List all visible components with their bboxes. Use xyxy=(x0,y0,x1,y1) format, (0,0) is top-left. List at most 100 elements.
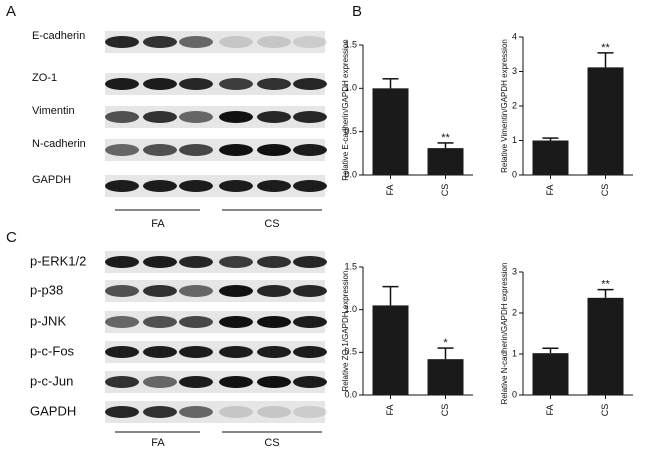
blot-band xyxy=(179,406,213,418)
x-tick-label: FA xyxy=(545,404,555,415)
protein-label: N-cadherin xyxy=(32,138,86,150)
blot-band xyxy=(293,346,327,358)
blot-band xyxy=(219,144,253,156)
blot-band xyxy=(257,346,291,358)
group-label: FA xyxy=(151,218,165,230)
blot-band xyxy=(219,111,253,123)
blot-band xyxy=(143,406,177,418)
blot-band xyxy=(293,180,327,192)
blot-band xyxy=(293,144,327,156)
blot-band xyxy=(293,111,327,123)
blot-band xyxy=(293,285,327,297)
group-label: CS xyxy=(264,218,279,230)
y-tick-label: 0 xyxy=(512,169,517,179)
blot-band xyxy=(179,256,213,268)
blot-band xyxy=(105,346,139,358)
y-tick-label: 1.5 xyxy=(344,39,357,49)
blot-band xyxy=(257,36,291,48)
blot-band xyxy=(179,144,213,156)
blot-band xyxy=(143,256,177,268)
group-label: FA xyxy=(151,437,165,449)
protein-label: GAPDH xyxy=(30,403,76,418)
y-tick-label: 0 xyxy=(512,389,517,399)
protein-label: ZO-1 xyxy=(32,72,57,84)
y-tick-label: 3 xyxy=(512,266,517,276)
x-tick-label: CS xyxy=(440,404,450,417)
blot-band xyxy=(219,406,253,418)
bar xyxy=(372,88,409,175)
significance-label: ** xyxy=(601,279,610,291)
blot-band xyxy=(143,144,177,156)
y-tick-label: 0.0 xyxy=(344,169,357,179)
blot-band xyxy=(257,316,291,328)
blot-band xyxy=(219,78,253,90)
bar xyxy=(587,67,624,175)
significance-label: ** xyxy=(441,132,450,144)
blot-band xyxy=(143,180,177,192)
blot-band xyxy=(257,285,291,297)
blot-band xyxy=(143,36,177,48)
blot-band xyxy=(105,78,139,90)
y-tick-label: 0.0 xyxy=(344,389,357,399)
blot-band xyxy=(143,111,177,123)
y-tick-label: 1.0 xyxy=(344,83,357,93)
blot-band xyxy=(179,316,213,328)
panel-letter: C xyxy=(6,229,17,246)
blot-band xyxy=(105,111,139,123)
blot-band xyxy=(105,256,139,268)
y-tick-label: 1 xyxy=(512,348,517,358)
blot-band xyxy=(179,346,213,358)
bar xyxy=(427,359,464,395)
blot-band xyxy=(293,376,327,388)
blot-band xyxy=(257,144,291,156)
y-tick-label: 4 xyxy=(512,31,517,41)
protein-label: Vimentin xyxy=(32,105,75,117)
x-tick-label: FA xyxy=(545,184,555,195)
blot-band xyxy=(179,285,213,297)
blot-band xyxy=(143,346,177,358)
blot-band xyxy=(219,376,253,388)
blot-band xyxy=(257,111,291,123)
blot-band xyxy=(105,180,139,192)
blot-band xyxy=(105,36,139,48)
y-tick-label: 2 xyxy=(512,100,517,110)
blot-band xyxy=(179,180,213,192)
x-tick-label: FA xyxy=(385,404,395,415)
protein-label: p-p38 xyxy=(30,282,63,297)
y-tick-label: 2 xyxy=(512,307,517,317)
blot-band xyxy=(143,285,177,297)
blot-band xyxy=(293,406,327,418)
y-tick-label: 1 xyxy=(512,135,517,145)
blot-band xyxy=(293,316,327,328)
bar xyxy=(532,353,569,395)
protein-label: p-ERK1/2 xyxy=(30,253,86,268)
protein-label: p-c-Fos xyxy=(30,343,75,358)
panel-letter: A xyxy=(6,3,16,20)
bar xyxy=(427,148,464,175)
blot-band xyxy=(179,78,213,90)
y-tick-label: 1.5 xyxy=(344,261,357,271)
x-tick-label: CS xyxy=(440,184,450,197)
blot-band xyxy=(293,256,327,268)
blot-band xyxy=(143,376,177,388)
blot-band xyxy=(105,316,139,328)
y-axis-label: Relative N-cadherin/GAPDH expression xyxy=(500,263,509,405)
panel-letter: B xyxy=(352,3,362,20)
x-tick-label: CS xyxy=(600,184,610,197)
blot-band xyxy=(105,406,139,418)
blot-band xyxy=(257,256,291,268)
group-label: CS xyxy=(264,437,279,449)
blot-band xyxy=(257,180,291,192)
bar xyxy=(372,305,409,395)
blot-band xyxy=(179,376,213,388)
protein-label: E-cadherin xyxy=(32,30,85,42)
blot-band xyxy=(219,180,253,192)
blot-band xyxy=(105,376,139,388)
y-tick-label: 0.5 xyxy=(344,347,357,357)
blot-band xyxy=(143,78,177,90)
y-tick-label: 1.0 xyxy=(344,304,357,314)
blot-band xyxy=(293,36,327,48)
blot-band xyxy=(105,285,139,297)
x-tick-label: CS xyxy=(600,404,610,417)
